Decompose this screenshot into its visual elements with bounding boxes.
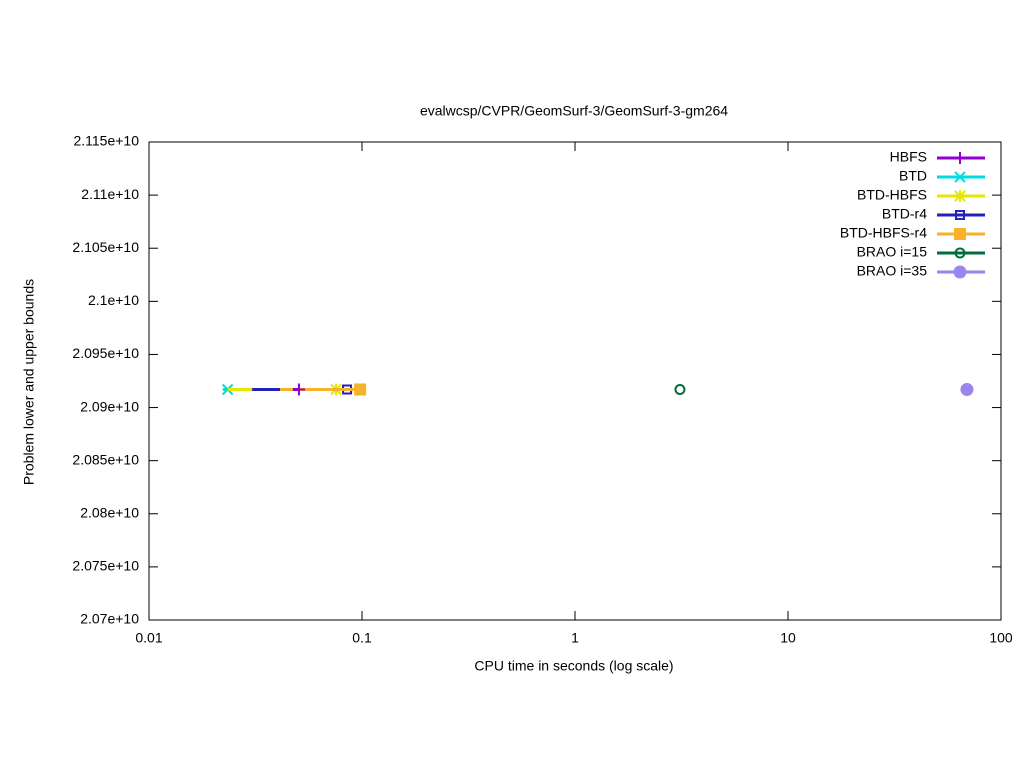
legend-marker xyxy=(955,210,965,220)
legend-label: BTD-r4 xyxy=(882,206,927,222)
data-point xyxy=(674,383,686,395)
y-tick-label: 2.09e+10 xyxy=(80,398,139,414)
x-tick-label: 0.1 xyxy=(352,630,372,646)
x-tick-label: 1 xyxy=(571,630,579,646)
y-tick-label: 2.1e+10 xyxy=(88,292,139,308)
legend-marker xyxy=(954,190,966,202)
chart-title: evalwcsp/CVPR/GeomSurf-3/GeomSurf-3-gm26… xyxy=(420,103,728,119)
x-tick-label: 10 xyxy=(780,630,796,646)
y-tick-label: 2.105e+10 xyxy=(72,239,139,255)
legend-label: BTD-HBFS-r4 xyxy=(840,225,927,241)
y-tick-label: 2.075e+10 xyxy=(72,558,139,574)
legend-label: HBFS xyxy=(890,149,927,165)
x-tick-label: 100 xyxy=(989,630,1013,646)
y-tick-label: 2.07e+10 xyxy=(80,611,139,627)
data-point xyxy=(292,383,305,396)
legend-label: BRAO i=35 xyxy=(857,263,928,279)
y-tick-label: 2.11e+10 xyxy=(81,186,139,202)
legend-marker xyxy=(954,247,966,259)
legend-marker xyxy=(953,265,967,279)
plot-frame xyxy=(148,141,1002,621)
legend-label: BRAO i=15 xyxy=(857,244,928,260)
y-tick-label: 2.115e+10 xyxy=(73,133,139,149)
legend-marker xyxy=(954,152,966,164)
y-axis-label: Problem lower and upper bounds xyxy=(21,279,37,485)
data-point xyxy=(221,383,234,396)
y-tick-label: 2.08e+10 xyxy=(80,504,139,520)
data-point xyxy=(960,382,974,396)
data-point xyxy=(354,383,367,396)
x-axis-label: CPU time in seconds (log scale) xyxy=(474,658,673,674)
legend-marker xyxy=(954,228,966,240)
y-tick-label: 2.095e+10 xyxy=(72,345,139,361)
legend-label: BTD xyxy=(899,168,927,184)
legend-label: BTD-HBFS xyxy=(857,187,927,203)
y-tick-label: 2.085e+10 xyxy=(72,451,139,467)
x-tick-label: 0.01 xyxy=(135,630,162,646)
legend-marker xyxy=(954,171,966,183)
